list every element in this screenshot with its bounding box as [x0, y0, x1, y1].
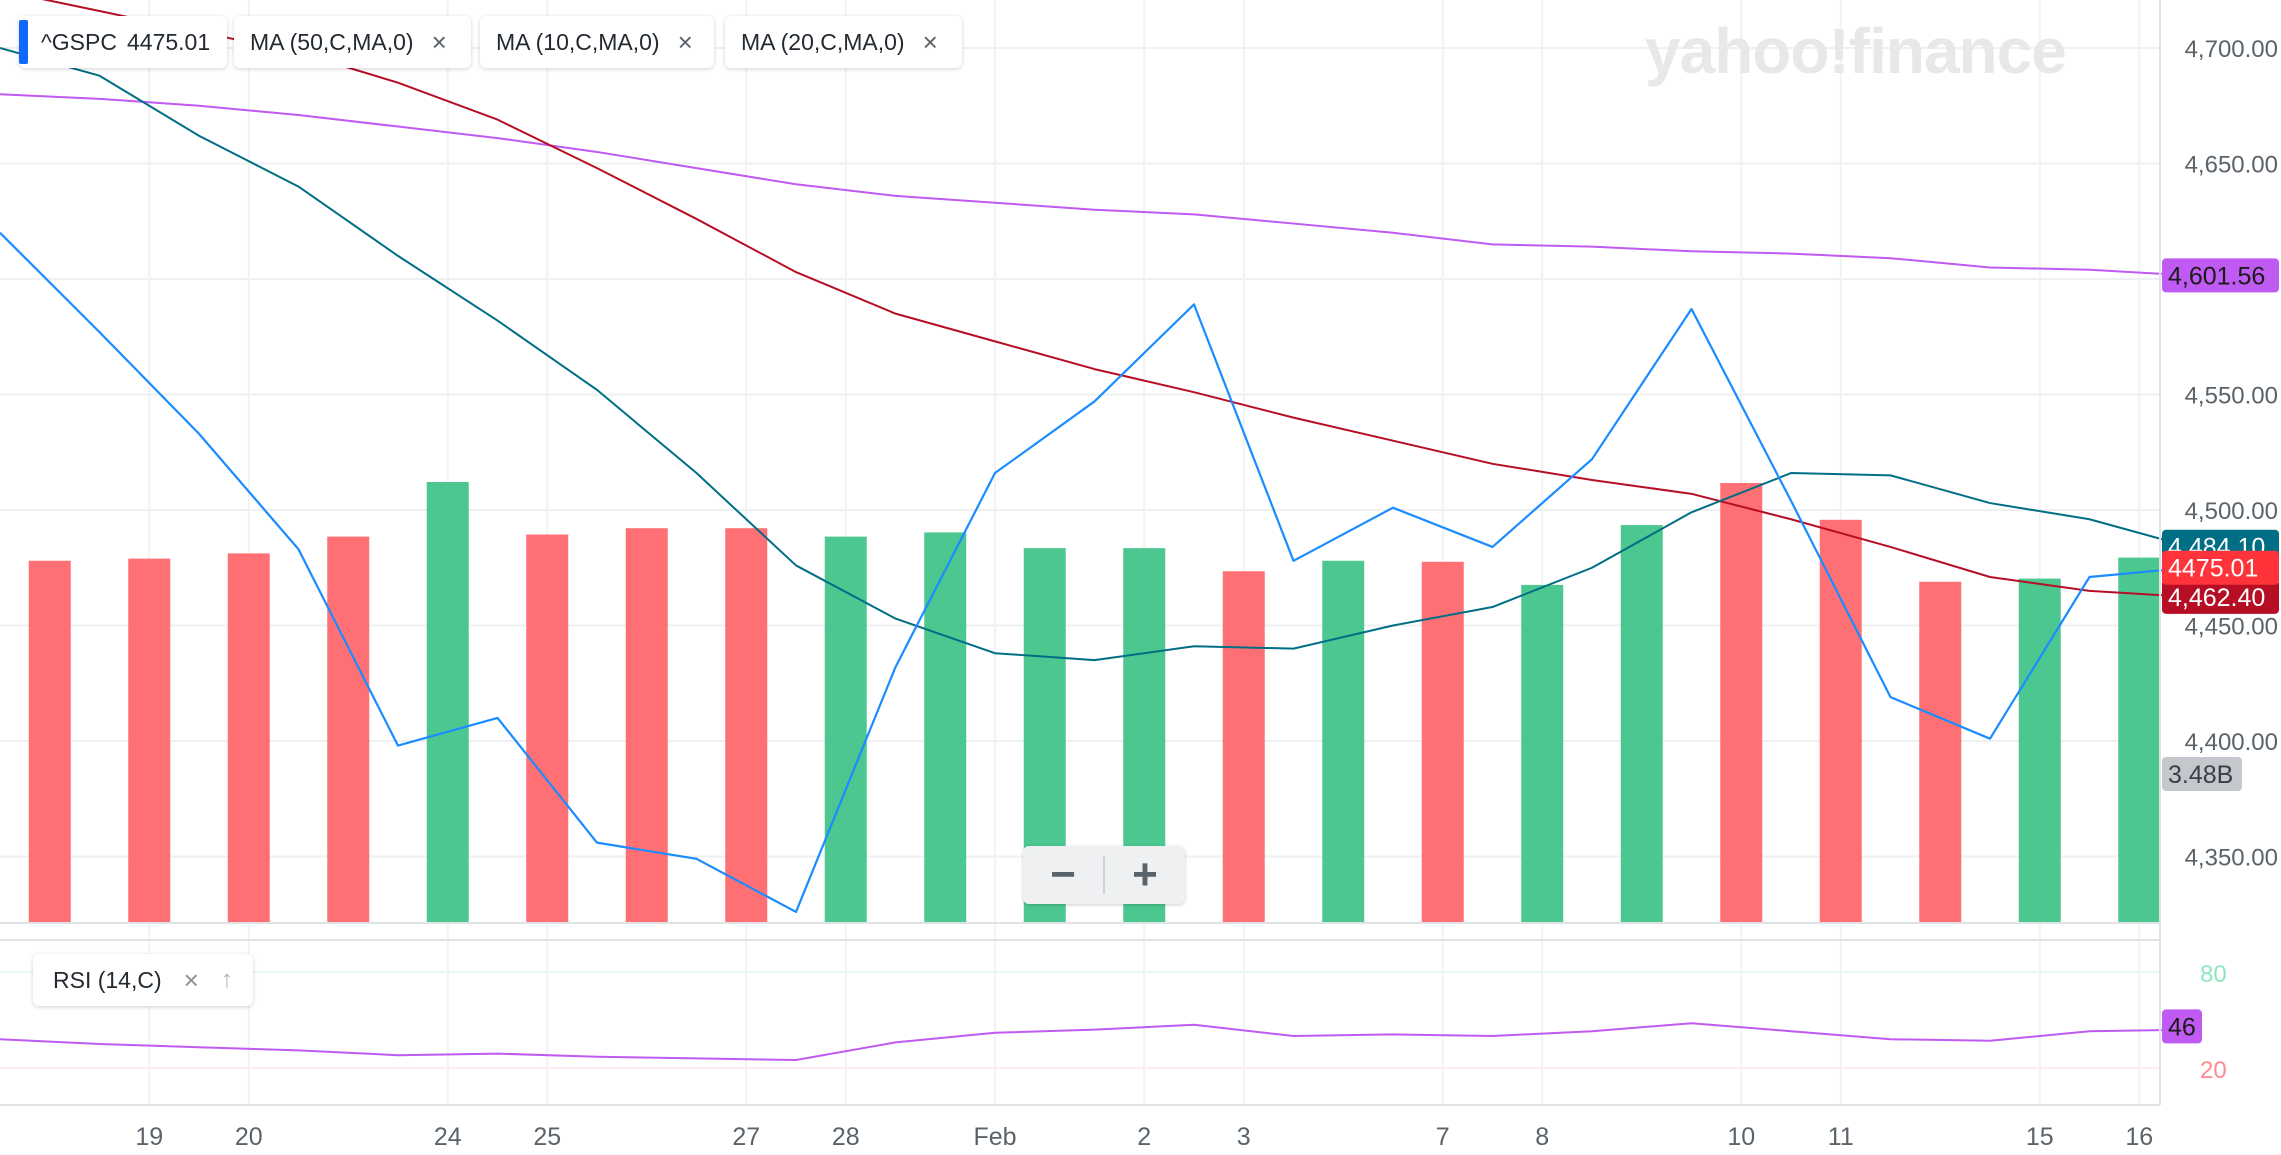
zoom-out-button[interactable]: − [1050, 850, 1076, 899]
volume-bar [1521, 584, 1564, 923]
legend-ma10-chip[interactable]: MA (10,C,MA,0) × [480, 16, 714, 68]
volume-bar [1819, 519, 1862, 923]
y-tick-label: 4,500.00 [2185, 498, 2278, 525]
close-icon[interactable]: × [183, 964, 199, 995]
rsi-panel: 80 20 [0, 961, 2227, 1084]
x-tick-label: 19 [135, 1123, 163, 1151]
x-tick-label: 27 [732, 1123, 760, 1151]
rsi-level-label: 80 [2200, 961, 2227, 988]
close-icon[interactable]: × [922, 26, 938, 57]
symbol-color-marker [19, 20, 28, 64]
legend-ma50-label: MA (50,C,MA,0) [250, 28, 414, 55]
volume-bar [1421, 561, 1464, 923]
arrow-up-icon[interactable]: ↑ [220, 966, 233, 993]
y-tick-label: 4,450.00 [2185, 614, 2278, 641]
close-icon[interactable]: × [431, 26, 447, 57]
x-tick-label: 25 [533, 1123, 561, 1151]
y-tick-label: 4,550.00 [2185, 383, 2278, 410]
ma50-last-label: 4,601.56 [2168, 262, 2265, 290]
volume-bar [1222, 571, 1265, 923]
volume-bar [426, 482, 469, 923]
rsi-legend-chip[interactable]: RSI (14,C) × ↑ [33, 954, 253, 1006]
volume-last-label-bg [2162, 757, 2242, 791]
x-tick-label: 3 [1237, 1123, 1251, 1151]
y-tick-label: 4,350.00 [2185, 845, 2278, 872]
rsi-last-label: 46 [2168, 1013, 2196, 1041]
x-tick-label: 2 [1137, 1123, 1151, 1151]
y-tick-label: 4,650.00 [2185, 152, 2278, 179]
rsi-line [0, 1022, 2190, 1062]
x-tick-label: 7 [1436, 1123, 1450, 1151]
price-last-label-bg [2162, 550, 2279, 585]
volume-bar [327, 536, 370, 923]
series-line-price [0, 232, 2190, 914]
y-tick-label: 4,400.00 [2185, 729, 2278, 756]
volume-bar [526, 534, 569, 923]
volume-bar [2118, 557, 2161, 923]
volume-bar [1919, 581, 1962, 923]
x-tick-label: 24 [434, 1123, 462, 1151]
series-line-ma20 [41, 0, 2190, 598]
y-tick-label: 4,700.00 [2185, 36, 2278, 63]
volume-bar [725, 528, 768, 923]
ma20-last-label: 4,462.40 [2168, 584, 2265, 612]
rsi-last-label-bg [2162, 1009, 2202, 1044]
ma20-last-label-bg [2162, 579, 2279, 614]
volume-bar [2018, 578, 2061, 923]
x-tick-label: 16 [2125, 1123, 2153, 1151]
price-last-label: 4475.01 [2168, 555, 2258, 583]
legend-symbol-chip[interactable]: ^GSPC 4475.01 [19, 16, 227, 68]
legend-symbol: ^GSPC [41, 28, 117, 55]
volume-bar [227, 553, 270, 923]
x-tick-label: 28 [832, 1123, 860, 1151]
chart-lines [0, 0, 2197, 914]
zoom-divider [1103, 856, 1105, 894]
close-icon[interactable]: × [677, 26, 693, 57]
volume-bar [1720, 483, 1763, 923]
rsi-label: RSI (14,C) [53, 966, 162, 993]
rsi-level-label: 20 [2200, 1057, 2227, 1084]
volume-bar [625, 528, 668, 923]
volume-bars [28, 482, 2161, 923]
series-line-ma10 [0, 47, 2190, 662]
legend-price: 4475.01 [126, 28, 211, 55]
ma50-last-label-bg [2162, 258, 2279, 293]
series-line-ma50 [0, 93, 2190, 277]
x-tick-label: 15 [2026, 1123, 2054, 1151]
x-tick-label: 10 [1727, 1123, 1755, 1151]
zoom-in-button[interactable]: + [1132, 850, 1158, 899]
volume-bar [824, 536, 867, 923]
volume-bar [1620, 525, 1663, 923]
volume-bar [128, 558, 171, 923]
volume-bar [28, 560, 71, 923]
x-tick-label: 20 [235, 1123, 263, 1151]
legend-ma10-label: MA (10,C,MA,0) [496, 28, 660, 55]
x-tick-label: 8 [1535, 1123, 1549, 1151]
zoom-controls: − + [1023, 846, 1185, 904]
volume-last-label: 3.48B [2168, 761, 2233, 789]
legend-ma50-chip[interactable]: MA (50,C,MA,0) × [234, 16, 471, 68]
yahoo-finance-watermark: yahoo!finance [1645, 15, 2067, 87]
legend-ma20-chip[interactable]: MA (20,C,MA,0) × [725, 16, 962, 68]
volume-bar [1322, 560, 1365, 923]
legend-ma20-label: MA (20,C,MA,0) [741, 28, 905, 55]
volume-bar [924, 532, 967, 923]
x-tick-label: Feb [973, 1123, 1016, 1151]
x-tick-label: 11 [1828, 1123, 1854, 1151]
